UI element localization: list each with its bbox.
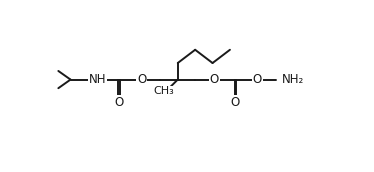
Text: O: O — [114, 96, 123, 109]
Text: O: O — [252, 73, 262, 86]
Text: O: O — [230, 96, 240, 109]
Text: O: O — [137, 73, 146, 86]
Text: O: O — [210, 73, 219, 86]
Text: NH: NH — [88, 73, 106, 86]
Text: CH₃: CH₃ — [153, 87, 174, 96]
Text: NH₂: NH₂ — [282, 73, 304, 86]
